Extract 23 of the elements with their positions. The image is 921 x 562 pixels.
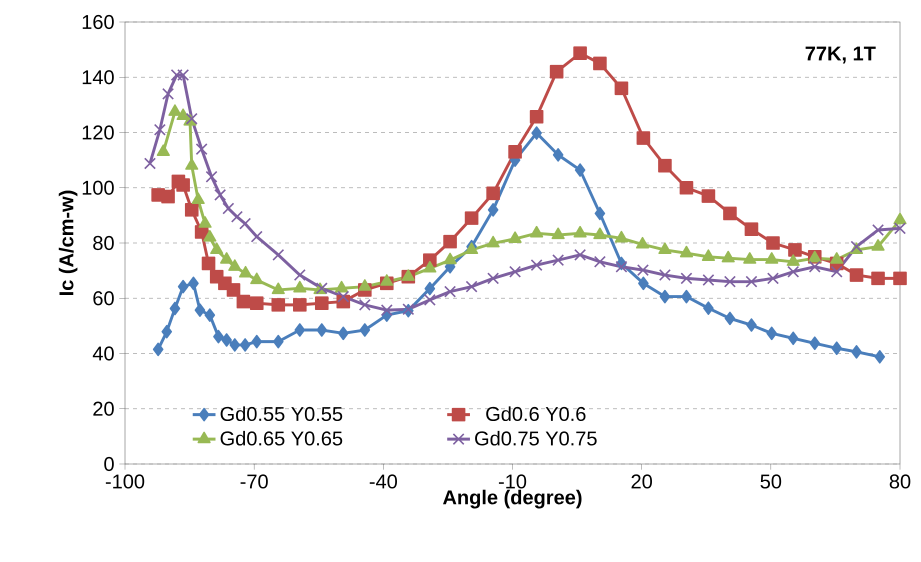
y-tick-label: 140 — [82, 70, 114, 84]
annotation: 77K, 1T — [806, 46, 876, 64]
legend-label: Gd0.65 Y0.65 — [220, 430, 342, 446]
y-tick-label: 160 — [82, 14, 114, 30]
legend-label: Gd0.75 Y0.75 — [475, 430, 597, 446]
x-tick-label: 20 — [632, 474, 652, 489]
y-tick-label: 100 — [82, 180, 114, 195]
y-tick-label: 80 — [93, 236, 114, 250]
legend-label: Gd0.6 Y0.6 — [486, 406, 586, 422]
x-tick-label: -10 — [498, 474, 526, 489]
y-tick-label: 60 — [93, 291, 114, 306]
x-tick-label: -70 — [240, 474, 268, 489]
legend-label: Gd0.55 Y0.55 — [220, 406, 342, 422]
y-axis-title: Ic (A/cm-w) — [58, 190, 78, 296]
y-tick-label: 120 — [82, 125, 114, 140]
x-tick-label: 80 — [890, 474, 910, 489]
x-tick-label: 50 — [760, 474, 782, 489]
x-tick-label: -100 — [106, 474, 144, 489]
y-tick-label: 0 — [104, 456, 114, 472]
x-tick-label: -40 — [370, 474, 397, 489]
x-axis-title: Angle (degree) — [442, 490, 582, 508]
y-tick-label: 20 — [93, 402, 114, 416]
y-tick-label: 40 — [92, 346, 114, 361]
